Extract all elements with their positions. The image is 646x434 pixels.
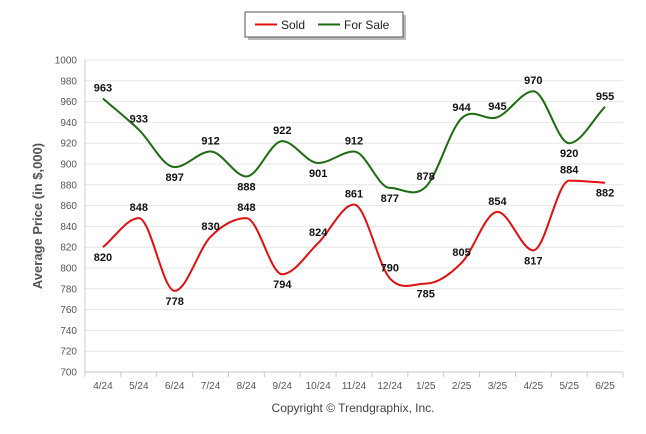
x-tick-label: 12/24 <box>377 381 402 392</box>
data-label-sold: 848 <box>130 202 148 214</box>
y-tick-label: 980 <box>60 76 77 87</box>
data-label-for-sale: 912 <box>201 136 219 148</box>
data-label-sold: 848 <box>237 202 255 214</box>
data-label-sold: 817 <box>524 255 542 267</box>
x-tick-label: 3/25 <box>488 381 508 392</box>
data-label-for-sale: 877 <box>381 193 399 205</box>
y-tick-label: 820 <box>60 243 77 254</box>
gridlines <box>85 59 623 352</box>
y-axis-title: Average Price (in $,000) <box>30 143 45 289</box>
series-lines <box>102 90 606 292</box>
data-label-sold: 884 <box>560 165 579 177</box>
data-label-sold: 882 <box>596 188 614 200</box>
data-label-for-sale: 878 <box>417 171 435 183</box>
legend-label-for-sale: For Sale <box>344 18 390 32</box>
y-tick-label: 800 <box>60 264 77 275</box>
y-tick-label: 840 <box>60 222 77 233</box>
x-tick-label: 4/25 <box>524 381 544 392</box>
y-tick-label: 860 <box>60 201 77 212</box>
y-tick-label: 1000 <box>55 56 78 67</box>
data-label-sold: 778 <box>165 296 183 308</box>
data-label-sold: 794 <box>273 279 292 291</box>
y-tick-label: 960 <box>60 97 77 108</box>
x-tick-label: 10/24 <box>306 381 331 392</box>
data-label-sold: 854 <box>488 196 507 208</box>
x-tick-label: 11/24 <box>342 381 367 392</box>
y-tick-label: 920 <box>60 139 77 150</box>
legend: Sold For Sale <box>244 11 406 40</box>
data-label-for-sale: 922 <box>273 125 291 137</box>
x-tick-label: 2/25 <box>452 381 472 392</box>
data-label-for-sale: 944 <box>452 102 471 114</box>
data-label-for-sale: 888 <box>237 181 255 193</box>
x-tick-label: 7/24 <box>201 381 221 392</box>
legend-label-sold: Sold <box>281 18 305 32</box>
data-label-sold: 785 <box>417 289 435 301</box>
x-tick-label: 6/24 <box>165 381 185 392</box>
x-tick-label: 8/24 <box>237 381 257 392</box>
data-label-for-sale: 901 <box>309 168 327 180</box>
series-line-for-sale <box>102 90 606 194</box>
data-label-for-sale: 970 <box>524 75 542 87</box>
axes: 700 720 740 760 780 800 820 840 860 880 900 920 940 9… <box>55 56 624 392</box>
x-tick-label: 5/24 <box>129 381 149 392</box>
data-label-for-sale: 897 <box>165 172 183 184</box>
data-label-sold: 824 <box>309 227 328 239</box>
x-tick-label: 6/25 <box>595 381 615 392</box>
series-line-sold <box>102 179 606 292</box>
data-labels: 820 848 778 830 848 794 824 861 790 785 805 854 817 8… <box>94 75 614 308</box>
data-label-for-sale: 945 <box>488 101 506 113</box>
y-tick-label: 880 <box>60 180 77 191</box>
y-tick-label: 740 <box>60 326 77 337</box>
y-tick-label: 900 <box>60 160 77 171</box>
data-label-sold: 790 <box>381 262 399 274</box>
y-tick-label: 760 <box>60 305 77 316</box>
data-label-for-sale: 920 <box>560 148 578 160</box>
y-tick-label: 700 <box>60 368 77 379</box>
data-label-sold: 805 <box>452 247 470 259</box>
x-tick-label: 4/24 <box>93 381 113 392</box>
data-label-for-sale: 933 <box>130 114 148 126</box>
x-tick-label: 5/25 <box>559 381 579 392</box>
y-tick-label: 780 <box>60 284 77 295</box>
data-label-sold: 830 <box>201 221 219 233</box>
x-tick-label: 9/24 <box>273 381 293 392</box>
data-label-for-sale: 963 <box>94 82 112 94</box>
data-label-sold: 861 <box>345 189 363 201</box>
copyright-credit: Copyright © Trendgraphix, Inc. <box>272 401 435 415</box>
data-label-for-sale: 955 <box>596 91 614 103</box>
y-tick-label: 940 <box>60 118 77 129</box>
data-label-for-sale: 912 <box>345 136 363 148</box>
data-label-sold: 820 <box>94 252 112 264</box>
y-tick-label: 720 <box>60 347 77 358</box>
x-tick-label: 1/25 <box>416 381 436 392</box>
